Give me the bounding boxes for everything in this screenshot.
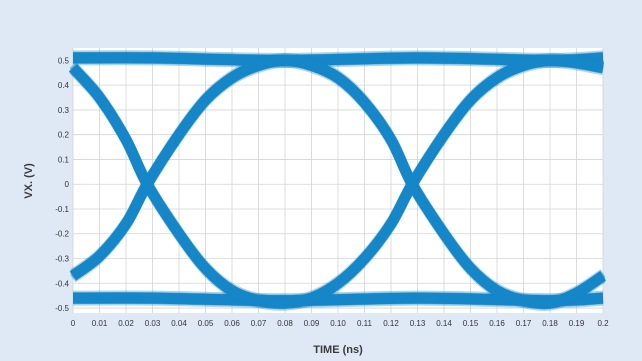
x-tick-label: 0: [71, 319, 76, 328]
x-tick-label: 0.07: [251, 319, 267, 328]
x-tick-label: 0.19: [569, 319, 585, 328]
y-tick-label: 0.4: [58, 81, 70, 90]
x-tick-label: 0.08: [277, 319, 293, 328]
x-tick-label: 0.04: [171, 319, 187, 328]
y-tick-label: -0.1: [55, 205, 69, 214]
x-tick-label: 0.09: [304, 319, 320, 328]
x-tick-label: 0.13: [410, 319, 426, 328]
trace-stroke: [69, 54, 607, 310]
x-tick-label: 0.14: [436, 319, 452, 328]
x-tick-label: 0.01: [92, 319, 108, 328]
x-tick-label: 0.06: [224, 319, 240, 328]
y-tick-label: -0.4: [55, 279, 69, 288]
x-tick-label: 0.16: [489, 319, 505, 328]
trace-stroke: [68, 54, 605, 309]
x-tick-label: 0.2: [597, 319, 609, 328]
x-tick-label: 0.15: [463, 319, 479, 328]
x-tick-label: 0.11: [357, 319, 373, 328]
data-traces: [68, 50, 607, 312]
falling-transition-trace: [68, 52, 605, 311]
x-tick-label: 0.12: [383, 319, 399, 328]
y-tick-label: 0.5: [58, 56, 70, 65]
rising-transition-trace: [69, 52, 607, 312]
y-tick-label: 0.3: [58, 106, 70, 115]
y-tick-labels: 0.5 0.4 0.3 0.2 0.1 0 -0.1 -0.2 -0.3 -0.4 -0.5: [55, 56, 69, 313]
x-tick-label: 0.10: [330, 319, 346, 328]
y-tick-label: 0.2: [58, 131, 70, 140]
x-tick-label: 0.05: [198, 319, 214, 328]
x-tick-label: 0.02: [118, 319, 134, 328]
x-tick-label: 0.03: [145, 319, 161, 328]
y-tick-label: -0.5: [55, 304, 69, 313]
x-axis-title: TIME (ns): [313, 344, 363, 356]
x-tick-label: 0.18: [542, 319, 558, 328]
y-axis-title: VX. (V): [23, 163, 35, 199]
y-tick-label: -0.2: [55, 230, 69, 239]
x-tick-label: 0.17: [516, 319, 532, 328]
y-tick-label: 0.1: [58, 155, 70, 164]
x-tick-labels: 0 0.01 0.02 0.03 0.04 0.05 0.06 0.07 0.08 0.09 0.1…: [71, 319, 609, 328]
y-tick-label: 0: [65, 180, 70, 189]
y-tick-label: -0.3: [55, 255, 69, 264]
